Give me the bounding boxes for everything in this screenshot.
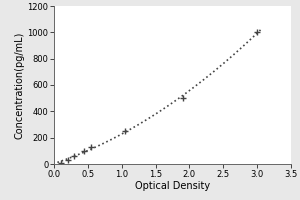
Y-axis label: Concentration(pg/mL): Concentration(pg/mL) (15, 31, 25, 139)
X-axis label: Optical Density: Optical Density (135, 181, 210, 191)
